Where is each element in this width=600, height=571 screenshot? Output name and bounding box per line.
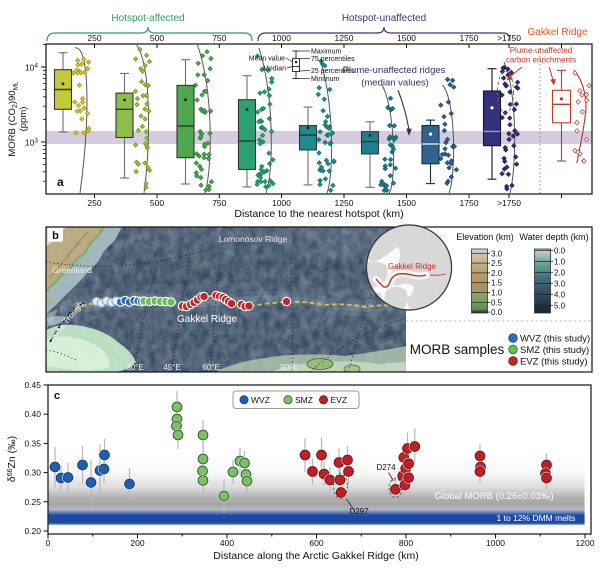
svg-text:1250: 1250 [335, 33, 354, 43]
svg-text:>1750: >1750 [497, 33, 521, 43]
svg-text:Mean value: Mean value [249, 56, 285, 63]
svg-text:1500: 1500 [397, 33, 416, 43]
svg-text:25 percentiles: 25 percentiles [311, 68, 355, 75]
svg-text:WVZ: WVZ [251, 395, 270, 405]
svg-text:0.0: 0.0 [491, 308, 503, 317]
svg-text:MORB (CO2)90ML: MORB (CO2)90ML [7, 81, 20, 157]
svg-text:Distance to the nearest hotspo: Distance to the nearest hotspot (km) [234, 208, 403, 220]
svg-text:EVZ (this study): EVZ (this study) [520, 357, 588, 368]
svg-text:a: a [57, 175, 64, 189]
svg-text:0.0: 0.0 [554, 246, 566, 255]
svg-text:60°E: 60°E [202, 363, 219, 372]
svg-text:Water depth (km): Water depth (km) [519, 232, 588, 242]
svg-text:0.20: 0.20 [24, 526, 41, 536]
svg-text:30°E: 30°E [126, 363, 143, 372]
svg-text:4.0: 4.0 [554, 290, 566, 299]
svg-text:Gakkel Ridge: Gakkel Ridge [177, 314, 237, 325]
svg-text:b: b [52, 230, 59, 242]
svg-text:45°E: 45°E [163, 363, 180, 372]
svg-text:1 to 12% DMM melts: 1 to 12% DMM melts [497, 513, 576, 523]
svg-text:750: 750 [212, 33, 226, 43]
svg-text:Hotspot-unaffected: Hotspot-unaffected [342, 13, 426, 24]
svg-text:0.5: 0.5 [491, 298, 503, 307]
svg-text:Gakkel Ridge: Gakkel Ridge [388, 262, 437, 271]
svg-text:D274: D274 [376, 463, 396, 472]
svg-text:1.5: 1.5 [491, 279, 503, 288]
svg-text:Distance along the Arctic Gakk: Distance along the Arctic Gakkel Ridge (… [213, 550, 418, 562]
svg-text:1750: 1750 [460, 198, 479, 208]
svg-text:MORB samples: MORB samples [410, 342, 505, 357]
svg-text:carbon enrichments: carbon enrichments [506, 56, 576, 65]
svg-text:1.0: 1.0 [554, 257, 566, 266]
svg-text:2.0: 2.0 [491, 269, 503, 278]
svg-text:WVZ (this study): WVZ (this study) [520, 334, 590, 345]
svg-text:Plume-unaffected: Plume-unaffected [510, 46, 573, 55]
svg-text:Maximum: Maximum [311, 49, 342, 56]
svg-text:200: 200 [130, 538, 144, 548]
svg-text:EVZ: EVZ [331, 395, 348, 405]
svg-text:Gakkel Ridge: Gakkel Ridge [527, 27, 587, 38]
svg-text:0.25: 0.25 [24, 497, 41, 507]
svg-text:90°E: 90°E [280, 363, 297, 372]
svg-text:1000: 1000 [272, 198, 291, 208]
svg-text:Elevation (km): Elevation (km) [456, 232, 514, 242]
svg-text:104: 104 [25, 63, 38, 73]
svg-text:0.30: 0.30 [24, 468, 41, 478]
svg-text:c: c [54, 390, 60, 402]
svg-text:103: 103 [25, 138, 38, 148]
svg-text:250: 250 [87, 198, 101, 208]
svg-text:5.0: 5.0 [554, 301, 566, 310]
svg-text:(ppm): (ppm) [18, 107, 29, 132]
svg-text:1.0: 1.0 [491, 289, 503, 298]
svg-text:0: 0 [46, 538, 51, 548]
svg-text:400: 400 [220, 538, 234, 548]
svg-text:0.40: 0.40 [24, 409, 41, 419]
svg-text:SMZ (this study): SMZ (this study) [520, 345, 589, 356]
svg-text:>1750: >1750 [497, 198, 521, 208]
svg-text:600: 600 [309, 538, 323, 548]
svg-text:Greenland: Greenland [52, 265, 92, 275]
svg-text:(median values): (median values) [361, 78, 429, 89]
svg-text:750: 750 [212, 198, 226, 208]
svg-text:Hotspot-affected: Hotspot-affected [111, 13, 184, 24]
svg-text:Global MORB (0.26±0.03‰): Global MORB (0.26±0.03‰) [434, 491, 553, 502]
svg-text:2.0: 2.0 [554, 268, 566, 277]
svg-text:1500: 1500 [397, 198, 416, 208]
svg-text:3.0: 3.0 [554, 279, 566, 288]
svg-text:250: 250 [87, 33, 101, 43]
svg-text:0.35: 0.35 [24, 438, 41, 448]
svg-text:Lomonosov Ridge: Lomonosov Ridge [219, 234, 288, 244]
svg-text:75 percentiles: 75 percentiles [311, 56, 355, 63]
svg-text:Median: Median [263, 66, 286, 73]
svg-text:1750: 1750 [460, 33, 479, 43]
svg-text:SMZ: SMZ [295, 395, 313, 405]
svg-text:500: 500 [150, 198, 164, 208]
svg-text:Plume-unaffected ridges: Plume-unaffected ridges [343, 65, 446, 76]
svg-text:Minimum: Minimum [311, 76, 340, 83]
svg-text:800: 800 [399, 538, 413, 548]
svg-text:1250: 1250 [335, 198, 354, 208]
svg-text:1000: 1000 [486, 538, 505, 548]
svg-text:500: 500 [150, 33, 164, 43]
svg-text:0.45: 0.45 [24, 380, 41, 390]
svg-text:2.5: 2.5 [491, 259, 503, 268]
svg-text:3.0: 3.0 [491, 249, 503, 258]
svg-text:1200: 1200 [576, 538, 595, 548]
svg-text:D297: D297 [349, 507, 369, 516]
svg-text:1000: 1000 [272, 33, 291, 43]
